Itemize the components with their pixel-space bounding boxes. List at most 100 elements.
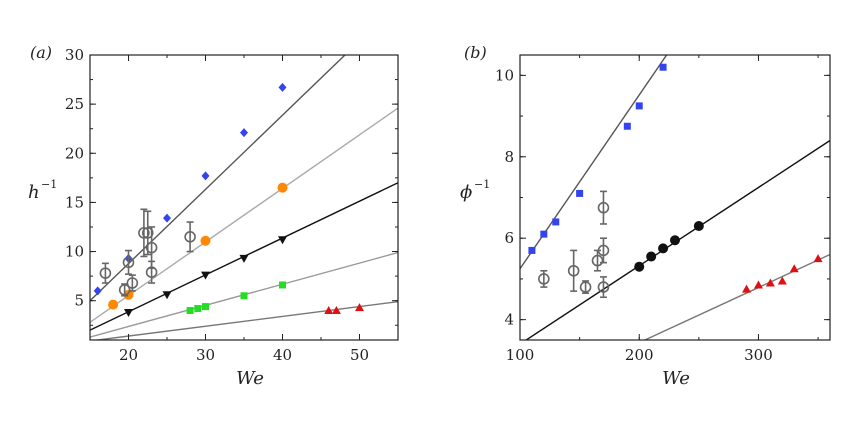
panel-b-xlabel: We <box>662 368 690 389</box>
point-black <box>278 236 287 245</box>
point-black <box>646 251 657 262</box>
point-open-circles <box>579 281 592 293</box>
panel-b-plot-area: 100 200 300 4 6 8 10 <box>495 54 831 364</box>
y-tick-label: 15 <box>65 193 84 211</box>
point-black <box>124 308 133 317</box>
point-open-circles <box>145 241 158 254</box>
point-red <box>331 306 341 315</box>
point-open-circles <box>118 284 131 296</box>
x-tick-label: 20 <box>119 346 138 364</box>
axis-frame <box>519 54 831 341</box>
series-red <box>742 254 823 293</box>
point-blue <box>528 246 536 254</box>
panel-a-ylabel: h −1 <box>28 178 57 203</box>
panel-a-label: (a) <box>30 43 52 62</box>
panel-a-ylabel-sup: −1 <box>41 178 57 191</box>
point-open-circles <box>597 281 610 293</box>
point-open-circles <box>99 267 112 279</box>
y-tick-label: 10 <box>495 66 514 84</box>
series-blue <box>93 82 287 296</box>
series-orange <box>108 182 288 310</box>
fit-line-blue-fit <box>90 55 346 302</box>
series-black <box>634 221 704 272</box>
fit-line-red-fit <box>92 300 398 340</box>
point-blue <box>201 171 210 181</box>
x-tick-label: 30 <box>196 346 215 364</box>
point-blue <box>635 102 643 110</box>
point-black <box>201 271 210 280</box>
point-blue <box>278 82 287 92</box>
point-open-circles <box>591 254 604 267</box>
point-red <box>742 284 752 293</box>
point-open-circles <box>122 256 135 269</box>
point-open-circles <box>126 277 139 289</box>
point-green <box>202 303 209 311</box>
panel-a-ylabel-text: h <box>28 182 40 203</box>
panel-b-ylabel-text: ϕ <box>460 182 472 203</box>
y-tick-label: 6 <box>504 229 514 247</box>
point-open-circles <box>184 231 196 243</box>
series-blue <box>528 63 667 254</box>
point-open-circles <box>138 227 150 239</box>
point-blue <box>623 122 631 130</box>
fit-line-orange-fit <box>90 107 398 323</box>
point-red <box>753 280 763 289</box>
point-blue <box>163 213 171 223</box>
point-black <box>634 261 645 272</box>
point-blue <box>540 230 548 238</box>
series-green <box>186 281 286 315</box>
point-orange <box>123 289 134 300</box>
fit-line-red-fit <box>643 253 830 340</box>
point-black <box>239 254 249 263</box>
point-red <box>789 264 799 273</box>
point-open-circles <box>597 201 610 214</box>
point-open-circles <box>597 244 610 257</box>
series-red <box>324 303 364 315</box>
point-blue <box>93 286 102 296</box>
x-tick-label: 300 <box>744 346 773 364</box>
point-black <box>658 243 669 254</box>
series-black <box>124 236 287 317</box>
x-tick-label: 40 <box>273 346 292 364</box>
point-black <box>693 221 704 231</box>
x-tick-label: 200 <box>625 346 654 364</box>
point-red <box>777 276 787 285</box>
y-tick-label: 4 <box>504 311 514 329</box>
point-red <box>355 303 364 312</box>
point-blue <box>552 218 560 226</box>
point-green <box>186 307 194 315</box>
series-open-circles <box>538 190 610 299</box>
point-red <box>765 278 775 287</box>
y-tick-label: 10 <box>65 243 84 261</box>
point-green <box>279 281 286 289</box>
point-blue <box>659 63 667 71</box>
point-green <box>240 292 248 300</box>
panel-b: (b) ϕ −1 We 100 200 300 4 6 8 10 <box>460 43 831 389</box>
y-tick-label: 20 <box>65 144 84 162</box>
point-orange <box>277 182 288 193</box>
point-blue <box>576 189 584 197</box>
panel-a: (a) h −1 We 20 30 40 50 5 10 15 20 25 30 <box>28 43 399 389</box>
fit-lines <box>520 55 830 340</box>
point-orange <box>200 235 211 246</box>
point-blue <box>240 128 248 138</box>
x-tick-label: 50 <box>350 346 369 364</box>
y-tick-label: 5 <box>74 292 84 310</box>
point-black <box>670 235 680 246</box>
x-tick-label: 100 <box>506 346 535 364</box>
y-tick-label: 25 <box>65 95 84 113</box>
panel-b-label: (b) <box>464 43 487 62</box>
panel-a-xlabel: We <box>236 368 264 389</box>
y-tick-label: 8 <box>504 148 514 166</box>
y-tick-label: 30 <box>65 46 84 64</box>
point-green <box>194 305 202 313</box>
point-open-circles <box>145 266 158 278</box>
point-open-circles <box>538 273 550 285</box>
point-red <box>324 306 334 315</box>
point-open-circles <box>567 264 580 277</box>
point-open-circles <box>141 227 154 239</box>
point-red <box>813 254 823 263</box>
panel-b-ylabel-sup: −1 <box>474 178 490 191</box>
series-open-circles <box>99 208 196 297</box>
